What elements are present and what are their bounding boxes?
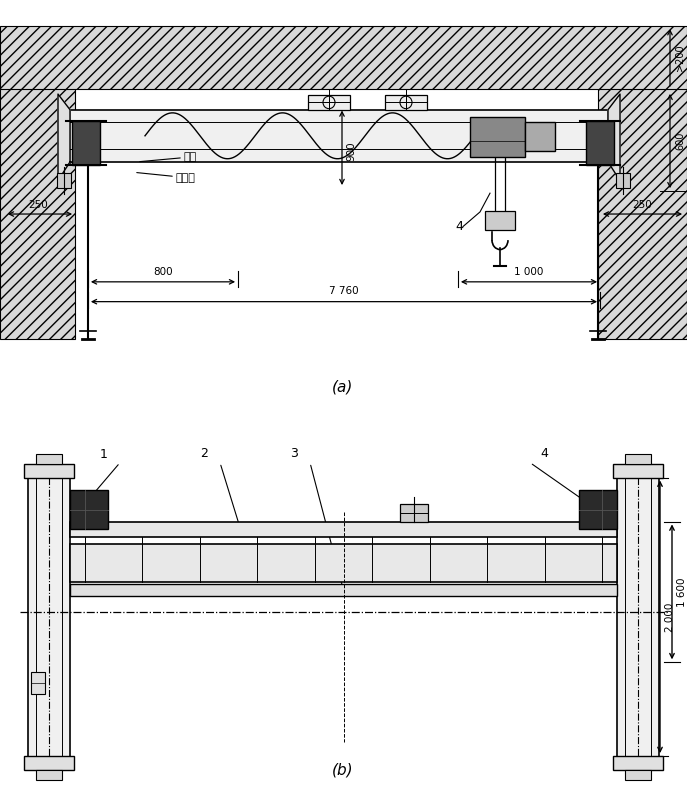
Text: (a): (a) [333,379,354,394]
Bar [70,521,617,538]
Bar [613,463,663,478]
Bar [36,454,62,463]
Text: 2 000: 2 000 [665,602,675,631]
Bar [625,770,651,780]
Bar [70,544,617,582]
Text: >200: >200 [675,44,685,70]
Text: 1 600: 1 600 [677,577,687,607]
Bar [28,470,70,764]
Bar [70,584,617,596]
Text: (b): (b) [333,762,354,777]
Bar [36,770,62,780]
Bar [616,173,630,188]
Text: 路轨: 路轨 [183,152,196,162]
Text: 800: 800 [153,267,173,276]
Text: 2: 2 [200,447,208,459]
Text: 900: 900 [346,142,356,162]
Bar [617,470,659,764]
Bar [72,121,100,165]
Bar [57,173,71,188]
Text: 3: 3 [290,447,298,459]
Text: 7 760: 7 760 [329,287,359,296]
Bar [470,117,525,157]
Bar [579,489,617,530]
Bar [598,68,687,339]
Text: 1 000: 1 000 [515,267,543,276]
Bar [24,756,74,770]
Bar [31,672,45,694]
Text: 250: 250 [28,200,48,210]
Bar [625,454,651,463]
Bar [0,26,687,89]
Text: 250: 250 [632,200,652,210]
Bar [613,756,663,770]
Bar [525,122,555,151]
Text: 600: 600 [675,131,685,150]
Bar [385,95,427,110]
Bar [24,463,74,478]
Text: 轨道梁: 轨道梁 [175,173,195,183]
Polygon shape [608,94,620,181]
Bar [400,504,428,521]
Text: 1: 1 [100,447,108,461]
Polygon shape [58,94,70,181]
Bar [0,68,75,339]
Bar [485,211,515,230]
Bar [70,489,108,530]
Text: 4: 4 [455,219,463,233]
Bar [308,95,350,110]
Bar [70,110,608,162]
Bar [586,121,614,165]
Text: 4: 4 [540,447,548,459]
